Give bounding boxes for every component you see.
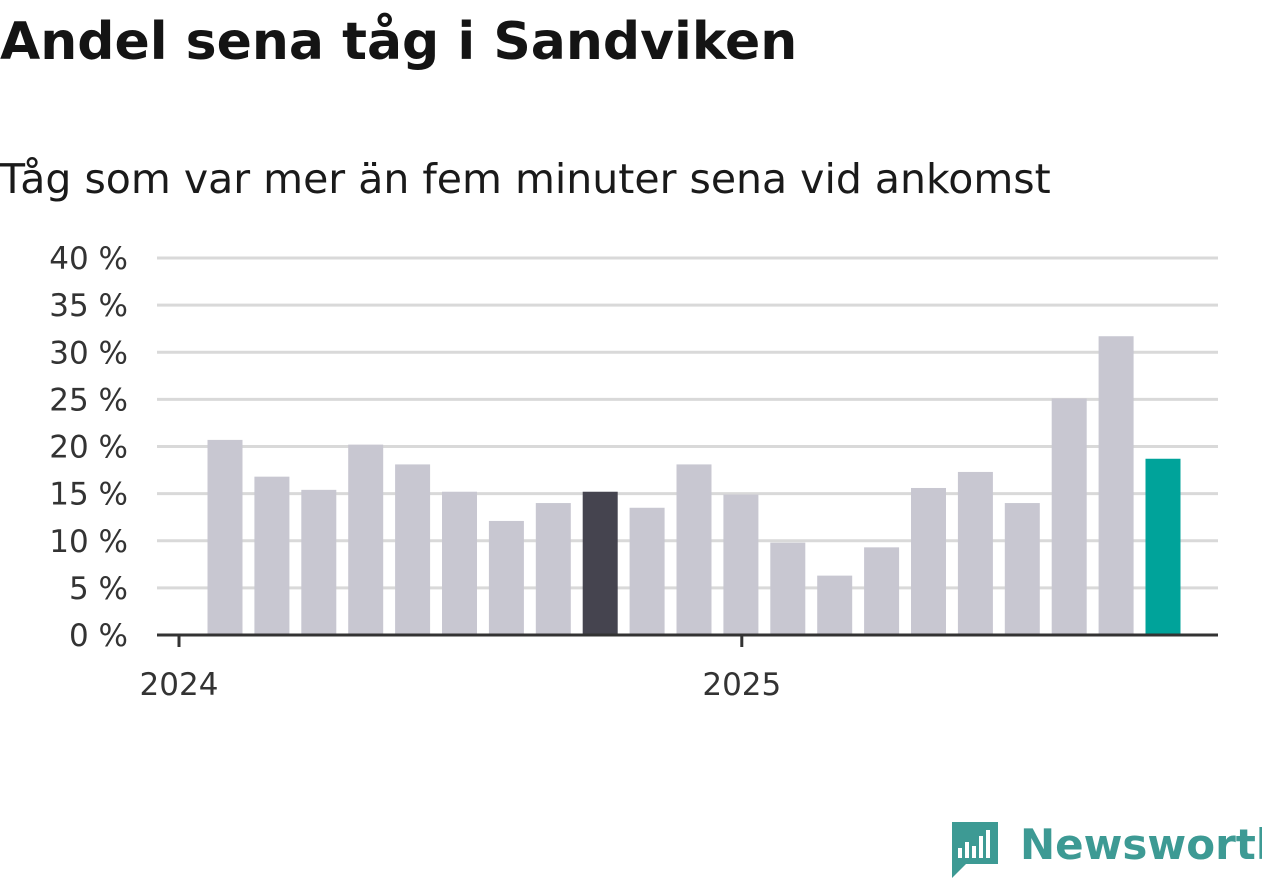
y-tick-label: 5 % xyxy=(69,571,128,607)
y-tick-label: 0 % xyxy=(69,618,128,654)
bar xyxy=(629,507,665,635)
chart-subtitle: Tåg som var mer än fem minuter sena vid … xyxy=(0,155,1051,203)
bar xyxy=(1051,398,1087,635)
bar xyxy=(676,464,712,635)
y-tick-label: 30 % xyxy=(49,335,128,371)
y-tick-label: 10 % xyxy=(49,524,128,560)
y-tick-label: 25 % xyxy=(49,382,128,418)
y-tick-label: 20 % xyxy=(49,430,128,466)
y-axis-ticks: 0 % 5 % 10 % 15 % 20 % 25 % 30 % 35 % 40 % xyxy=(49,241,128,654)
newsworthy-logo: Newsworthy xyxy=(950,820,1262,878)
bar xyxy=(957,471,993,635)
newsworthy-logo-icon xyxy=(952,822,998,878)
y-tick-label: 15 % xyxy=(49,477,128,513)
bar xyxy=(207,439,243,635)
bar xyxy=(442,491,477,635)
bar xyxy=(488,520,524,635)
bars xyxy=(207,336,1181,635)
bar xyxy=(770,542,806,635)
bar xyxy=(254,476,290,635)
bar xyxy=(395,464,431,635)
x-tick-label: 2025 xyxy=(702,667,781,703)
bar xyxy=(911,487,946,635)
bar xyxy=(1004,503,1040,635)
y-tick-label: 40 % xyxy=(49,241,128,277)
y-tick-label: 35 % xyxy=(49,288,128,324)
chart-title: Andel sena tåg i Sandviken xyxy=(0,12,798,72)
bar xyxy=(582,491,618,635)
bar xyxy=(1098,336,1134,635)
bar xyxy=(864,547,900,635)
x-axis: 2024 2025 xyxy=(140,633,1218,703)
bar xyxy=(723,494,759,635)
bar xyxy=(301,489,337,635)
bar xyxy=(535,503,571,635)
bar xyxy=(1145,458,1181,635)
brand-name: Newsworthy xyxy=(1020,820,1262,869)
bar xyxy=(817,575,853,635)
x-tick-label: 2024 xyxy=(140,667,219,703)
bar xyxy=(348,444,384,635)
